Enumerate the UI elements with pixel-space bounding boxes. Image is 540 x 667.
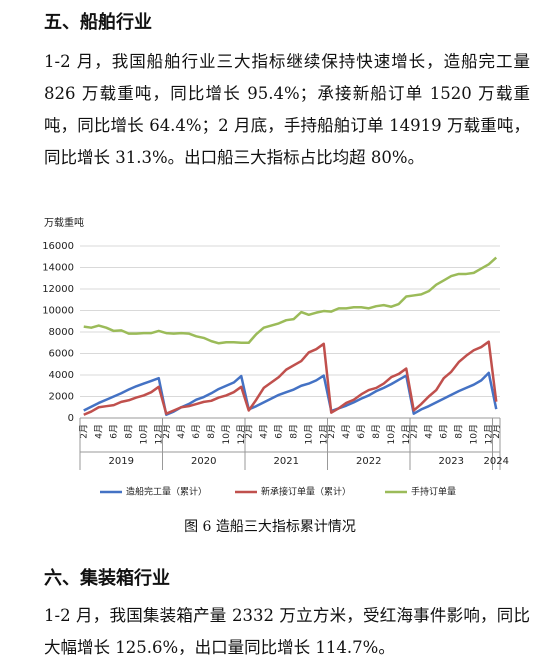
x-tick-label: 4月 bbox=[258, 424, 269, 439]
x-tick-label: 12月 bbox=[236, 424, 247, 444]
x-tick-label: 10月 bbox=[468, 424, 479, 444]
year-label: 2021 bbox=[274, 456, 299, 467]
x-tick-label: 2月 bbox=[408, 424, 419, 439]
x-tick-label: 10月 bbox=[221, 424, 232, 444]
y-tick-label: 12000 bbox=[42, 284, 74, 295]
heading: 六、集装箱行业 bbox=[44, 568, 170, 589]
chart: 万载重吨 0 2000 4000 6000 8000 10000 12000 14000 160… bbox=[42, 216, 509, 498]
x-tick-label: 8月 bbox=[206, 424, 217, 439]
paragraph: 1-2 月，我国船舶行业三大指标继续保持快速增长，造船完工量 826 万载重吨，… bbox=[44, 52, 530, 167]
x-tick-label: 10月 bbox=[386, 424, 397, 444]
x-tick-label: 2月 bbox=[326, 424, 337, 439]
y-tick-label: 8000 bbox=[49, 327, 74, 338]
y-axis-label: 万载重吨 bbox=[44, 216, 84, 229]
year-label: 2019 bbox=[109, 456, 134, 467]
y-tick-label: 14000 bbox=[42, 263, 74, 274]
x-tick-label: 2月 bbox=[161, 424, 172, 439]
x-tick-label: 8月 bbox=[288, 424, 299, 439]
x-tick-label: 6月 bbox=[273, 424, 284, 439]
x-tick-label: 8月 bbox=[453, 424, 464, 439]
year-label: 2022 bbox=[356, 456, 381, 467]
x-tick-label: 2月 bbox=[243, 424, 254, 439]
x-tick-label: 10月 bbox=[138, 424, 149, 444]
x-tick-label: 2月 bbox=[491, 424, 502, 439]
year-label: 2023 bbox=[439, 456, 464, 467]
y-tick-label: 2000 bbox=[49, 392, 74, 403]
y-tick-label: 10000 bbox=[42, 306, 74, 317]
y-tick-label: 4000 bbox=[49, 370, 74, 381]
heading: 五、船舶行业 bbox=[44, 12, 152, 33]
series-line bbox=[83, 371, 498, 417]
x-tick-label: 2月 bbox=[78, 424, 89, 439]
y-tick-label: 16000 bbox=[42, 241, 74, 252]
x-tick-label: 4月 bbox=[423, 424, 434, 439]
series-line bbox=[83, 256, 498, 345]
x-tick-label: 12月 bbox=[401, 424, 412, 444]
x-tick-label: 6月 bbox=[191, 424, 202, 439]
year-label: 2024 bbox=[484, 456, 509, 467]
series-line bbox=[83, 340, 498, 416]
x-tick-label: 4月 bbox=[93, 424, 104, 439]
x-tick-label: 12月 bbox=[153, 424, 164, 444]
x-tick-label: 8月 bbox=[371, 424, 382, 439]
x-tick-label: 6月 bbox=[108, 424, 119, 439]
x-tick-label: 6月 bbox=[438, 424, 449, 439]
legend-label: 新承接订单量（累计） bbox=[261, 486, 351, 498]
x-tick-label: 8月 bbox=[123, 424, 134, 439]
year-label: 2020 bbox=[191, 456, 216, 467]
legend-label: 手持订单量 bbox=[411, 486, 456, 498]
y-tick-label: 6000 bbox=[49, 349, 74, 360]
caption: 图 6 造船三大指标累计情况 bbox=[184, 519, 356, 535]
x-tick-label: 12月 bbox=[483, 424, 494, 444]
x-tick-label: 4月 bbox=[176, 424, 187, 439]
y-tick-label: 0 bbox=[68, 413, 74, 424]
x-tick-label: 4月 bbox=[341, 424, 352, 439]
legend-label: 造船完工量（累计） bbox=[126, 486, 207, 498]
x-tick-label: 10月 bbox=[303, 424, 314, 444]
x-tick-label: 6月 bbox=[356, 424, 367, 439]
paragraph: 1-2 月，我国集装箱产量 2332 万立方米，受红海事件影响，同比大幅增长 1… bbox=[44, 606, 530, 657]
x-tick-label: 12月 bbox=[318, 424, 329, 444]
